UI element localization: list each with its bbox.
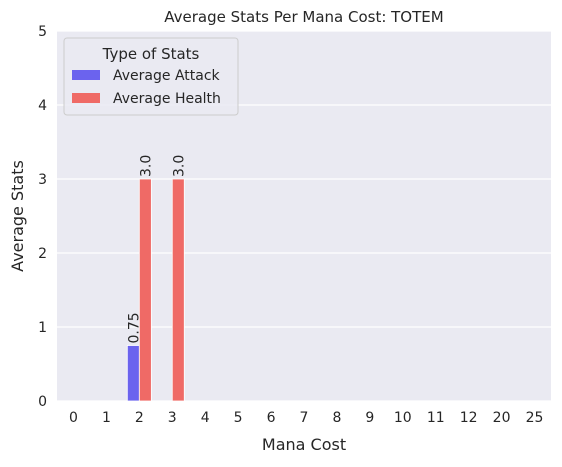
y-tick-label: 4 [38, 98, 47, 114]
y-tick-label: 2 [38, 246, 47, 262]
y-axis-label: Average Stats [8, 160, 27, 272]
bar-average-attack-2 [126, 345, 140, 402]
x-tick-labels: 0 1 2 3 4 5 6 7 8 9 10 11 12 20 25 [69, 410, 543, 426]
legend-title: Type of Stats [102, 45, 200, 63]
bars [126, 178, 185, 402]
legend-label-average-attack: Average Attack [113, 68, 221, 84]
data-label: 3.0 [171, 155, 187, 177]
x-tick-label: 7 [300, 410, 309, 426]
y-tick-label: 3 [38, 172, 47, 188]
x-tick-label: 5 [234, 410, 243, 426]
bar-average-health-2 [138, 178, 152, 402]
x-tick-label: 3 [168, 410, 177, 426]
data-labels: 0.75 3.0 3.0 [126, 155, 187, 344]
x-tick-label: 0 [69, 410, 78, 426]
legend-label-average-health: Average Health [113, 91, 221, 107]
legend: Type of Stats Average Attack Average Hea… [63, 37, 239, 116]
legend-box [63, 37, 239, 116]
y-tick-label: 0 [38, 394, 47, 410]
y-tick-label: 5 [38, 24, 47, 40]
x-tick-label: 11 [427, 410, 445, 426]
x-tick-label: 4 [201, 410, 210, 426]
x-axis-label: Mana Cost [262, 435, 346, 454]
x-tick-label: 2 [135, 410, 144, 426]
x-tick-label: 20 [493, 410, 511, 426]
y-tick-label: 1 [38, 320, 47, 336]
chart-title: Average Stats Per Mana Cost: TOTEM [164, 8, 443, 26]
x-tick-label: 1 [102, 410, 111, 426]
x-tick-label: 6 [267, 410, 276, 426]
data-label: 3.0 [138, 155, 154, 177]
data-label: 0.75 [126, 312, 142, 343]
x-tick-label: 12 [460, 410, 478, 426]
x-tick-label: 25 [526, 410, 544, 426]
x-tick-label: 10 [394, 410, 412, 426]
x-tick-label: 8 [332, 410, 341, 426]
x-tick-label: 9 [365, 410, 374, 426]
legend-swatch-average-health [72, 93, 100, 103]
y-tick-labels: 0 1 2 3 4 5 [38, 24, 47, 410]
legend-swatch-average-attack [72, 70, 100, 80]
bar-average-health-3 [171, 178, 185, 402]
